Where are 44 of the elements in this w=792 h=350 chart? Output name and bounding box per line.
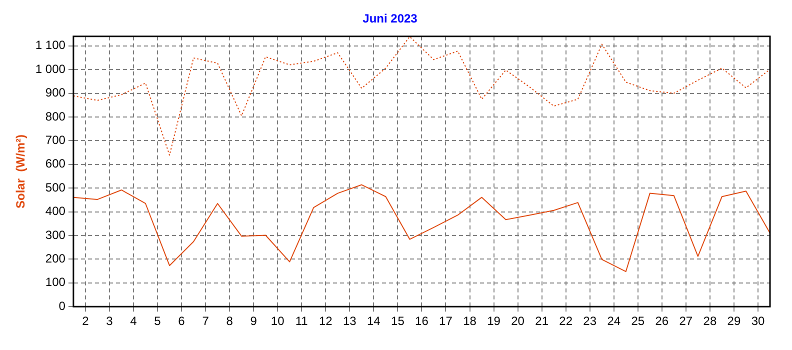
chart-title: Juni 2023 [362, 12, 418, 26]
x-tick-label: 8 [226, 314, 234, 328]
y-tick-label: 1 000 [35, 62, 66, 76]
x-tick-label: 16 [415, 314, 429, 328]
x-tick-label: 24 [607, 314, 621, 328]
x-tick-label: 2 [82, 314, 90, 328]
x-tick-label: 10 [270, 314, 285, 328]
x-tick-label: 4 [130, 314, 138, 328]
y-tick-label: 1 100 [35, 38, 66, 52]
x-tick-label: 5 [154, 314, 162, 328]
x-tick-label: 30 [751, 314, 765, 328]
y-tick-label: 0 [58, 298, 66, 313]
x-tick-label: 21 [535, 314, 549, 328]
y-tick-label: 400 [45, 204, 66, 218]
x-tick-label: 3 [106, 314, 114, 328]
x-tick-label: 15 [391, 314, 405, 328]
y-tick-label: 800 [45, 109, 66, 124]
x-tick-label: 9 [250, 314, 258, 328]
x-tick-label: 7 [202, 314, 210, 328]
x-tick-label: 11 [295, 314, 308, 328]
x-tick-label: 17 [439, 314, 453, 328]
line-series [73, 36, 770, 156]
x-tick-label: 12 [318, 314, 333, 328]
x-tick-label: 14 [366, 314, 381, 328]
x-tick-label: 19 [487, 314, 501, 328]
y-tick-label: 700 [45, 133, 66, 147]
y-tick-label: 200 [45, 252, 66, 266]
y-tick-label: 500 [45, 180, 66, 194]
x-tick-label: 25 [631, 314, 645, 328]
x-tick-label: 23 [583, 314, 597, 328]
x-tick-label: 13 [342, 314, 357, 328]
x-tick-label: 20 [511, 314, 525, 328]
y-tick-label: 600 [45, 156, 66, 171]
x-tick-label: 6 [178, 314, 186, 328]
y-axis-title: Solar (W/m²) [14, 134, 28, 208]
x-tick-label: 18 [463, 314, 477, 328]
x-tick-label: 26 [655, 314, 669, 328]
x-tick-label: 29 [727, 314, 741, 328]
x-tick-label: 27 [679, 314, 693, 328]
y-tick-label: 300 [45, 228, 66, 242]
y-tick-label: 900 [45, 86, 66, 100]
y-tick-label: 100 [45, 275, 66, 290]
x-tick-label: 28 [703, 314, 717, 328]
x-tick-label: 22 [559, 314, 573, 328]
